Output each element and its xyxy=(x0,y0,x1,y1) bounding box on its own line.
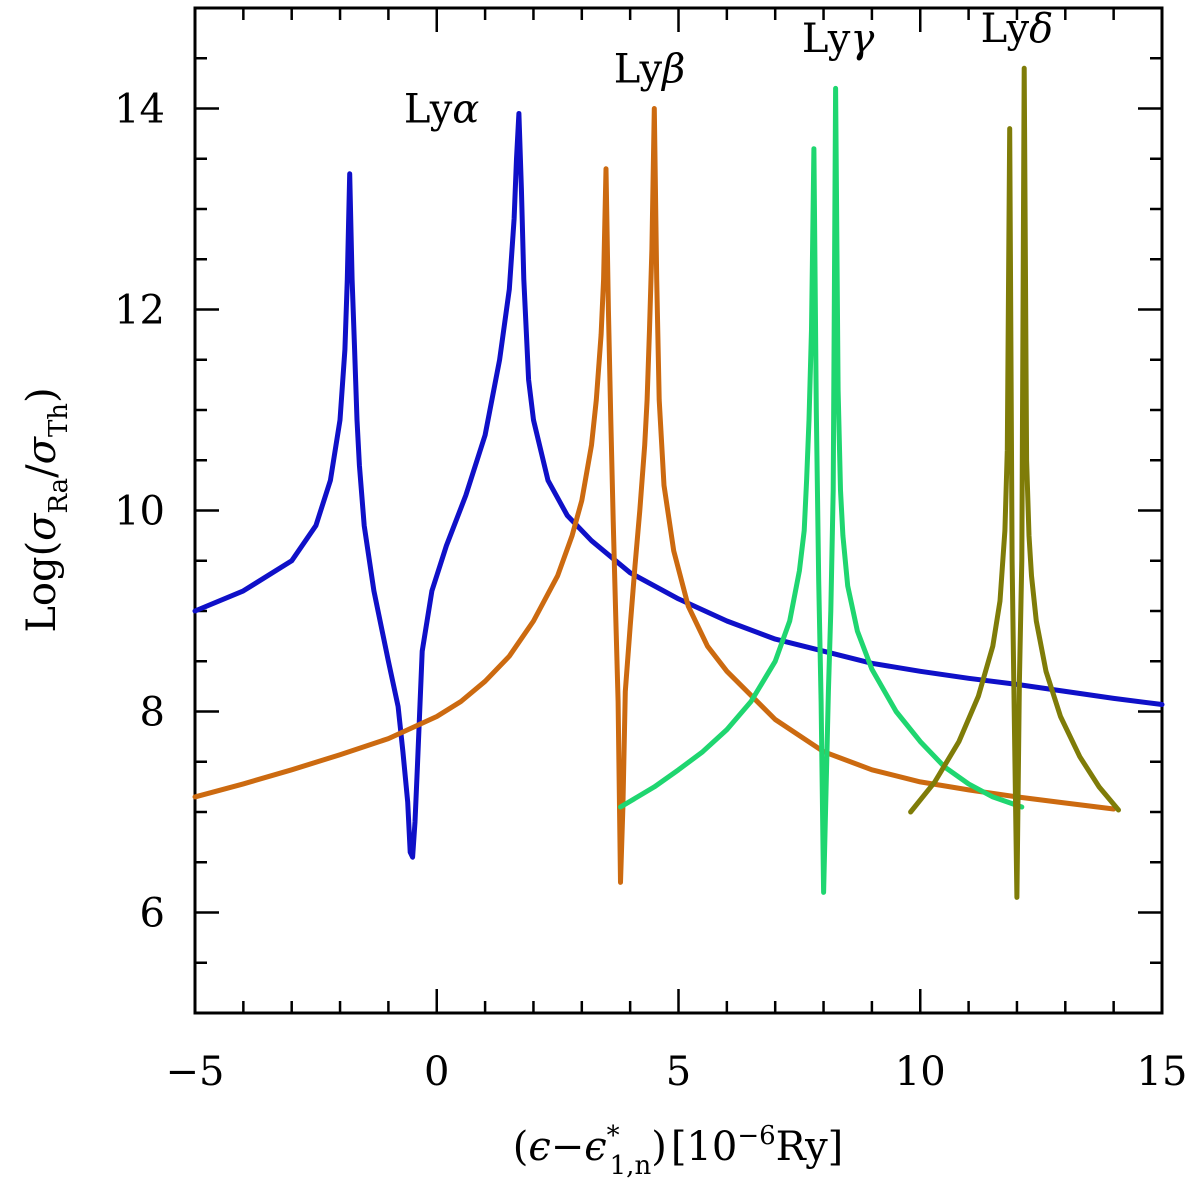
x-axis-label: (ϵ−ϵ* 1,n) [10−6Ry] xyxy=(513,1121,844,1181)
series-label-ly-delta: Lyδ xyxy=(981,6,1054,52)
x-tick-label: 15 xyxy=(1137,1049,1188,1095)
series-layer xyxy=(192,65,1165,900)
y-tick-label: 12 xyxy=(114,288,165,334)
line-labels: Lyα Lyβ Lyγ Lyδ xyxy=(404,6,1053,132)
y-tick-label: 14 xyxy=(114,87,165,133)
x-tick-label: 0 xyxy=(424,1049,449,1095)
y-tick-label: 6 xyxy=(140,891,165,937)
y-tick-label: 8 xyxy=(140,690,165,736)
y-tick-label: 10 xyxy=(114,489,165,535)
series-line-ly-alpha xyxy=(192,111,1165,860)
x-tick-labels: −5 0 5 10 15 xyxy=(166,1049,1188,1095)
series-label-ly-gamma: Lyγ xyxy=(802,16,874,62)
y-axis-label: Log(σRa/σTh) xyxy=(19,387,74,632)
series-line-ly-beta xyxy=(192,106,1117,885)
plot-area: Lyα Lyβ Lyγ Lyδ xyxy=(192,6,1165,1015)
axis-ticks xyxy=(193,6,1164,1015)
series-label-ly-alpha: Lyα xyxy=(404,87,479,133)
x-tick-label: 10 xyxy=(895,1049,946,1095)
series-label-ly-beta: Lyβ xyxy=(614,46,686,92)
x-tick-label: −5 xyxy=(166,1049,225,1095)
y-tick-labels: 6 8 10 12 14 xyxy=(114,87,165,937)
series-line-ly-delta xyxy=(908,65,1121,900)
x-tick-label: 5 xyxy=(666,1049,691,1095)
series-line-ly-gamma xyxy=(618,85,1025,895)
